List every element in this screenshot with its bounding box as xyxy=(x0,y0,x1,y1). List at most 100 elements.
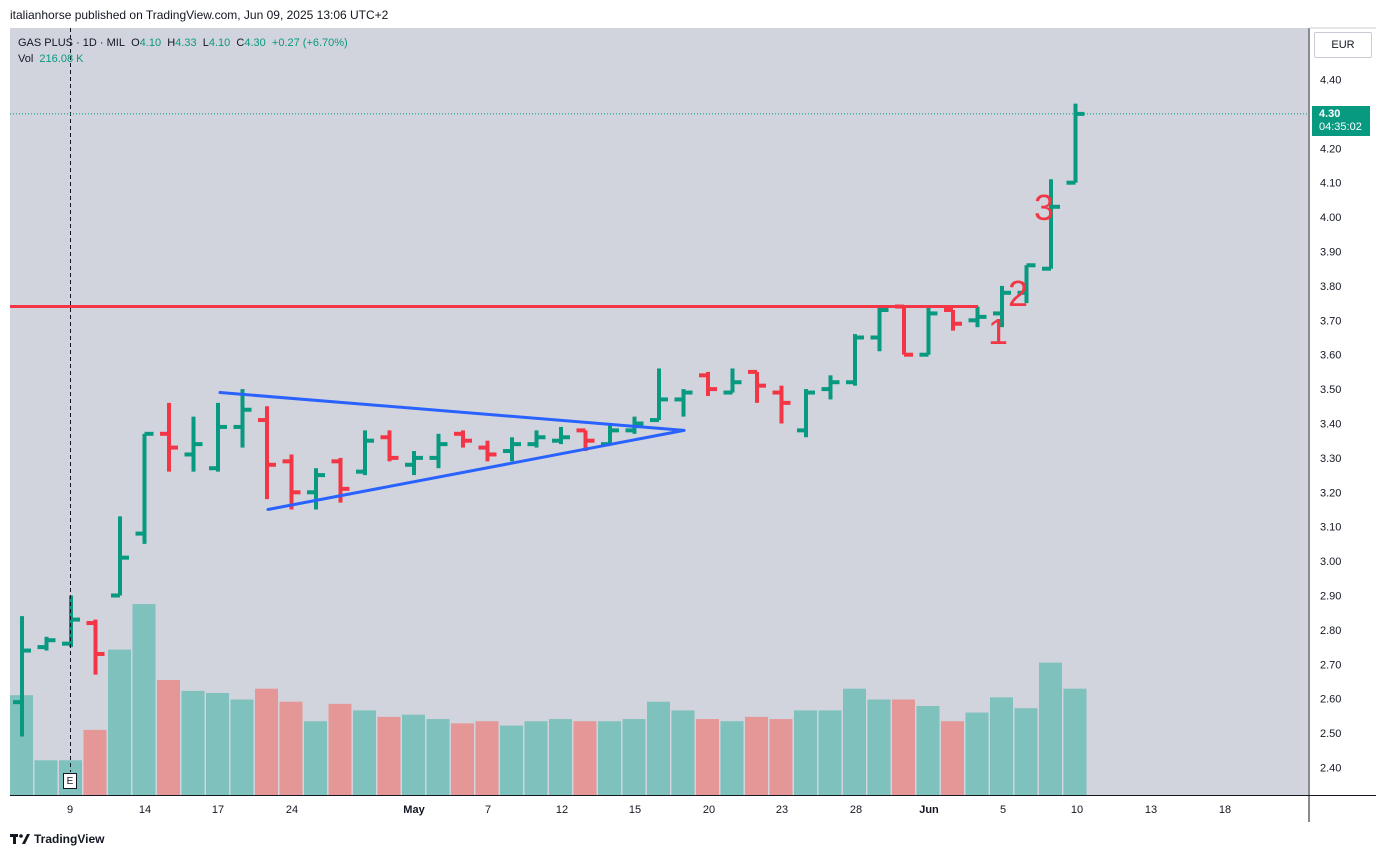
ohlc-bar[interactable] xyxy=(258,406,276,500)
volume-bar xyxy=(426,719,450,795)
x-tick-label: 10 xyxy=(1071,804,1083,816)
ohlc-bar[interactable] xyxy=(135,431,154,544)
ohlc-bar[interactable] xyxy=(723,368,742,395)
ohlc-bar[interactable] xyxy=(184,416,203,472)
volume-bar xyxy=(475,721,499,795)
triangle-upper-line[interactable] xyxy=(218,391,686,432)
volume-bar xyxy=(720,721,744,795)
volume-bar xyxy=(598,721,621,795)
ohlc-bar[interactable] xyxy=(282,454,301,510)
volume-bar xyxy=(965,712,989,795)
footer-brand[interactable]: TradingView xyxy=(10,832,104,846)
y-tick-label: 3.90 xyxy=(1320,247,1341,259)
volume-bar xyxy=(745,716,768,795)
ohlc-bar[interactable] xyxy=(748,369,766,403)
ohlc-bar[interactable] xyxy=(576,428,595,452)
wave-label-2[interactable]: 2 xyxy=(1008,273,1028,314)
x-tick-label: 28 xyxy=(850,804,862,816)
ohlc-bar[interactable] xyxy=(772,385,791,424)
ohlc-bar[interactable] xyxy=(356,430,374,476)
ohlc-bar[interactable] xyxy=(821,375,840,400)
wave-label-3[interactable]: 3 xyxy=(1034,187,1054,228)
x-tick-label: 9 xyxy=(67,804,73,816)
ohlc-bar[interactable] xyxy=(209,402,227,472)
ohlc-bar[interactable] xyxy=(454,430,472,448)
triangle-lower-line[interactable] xyxy=(266,428,686,511)
volume-bar xyxy=(279,701,303,795)
legend-open: 4.10 xyxy=(139,37,162,49)
ohlc-bar[interactable] xyxy=(1017,263,1036,304)
legend-high-label: H xyxy=(167,37,176,49)
y-tick-label: 2.50 xyxy=(1320,728,1341,740)
volume-bar xyxy=(132,604,156,795)
legend-low-label: L xyxy=(202,37,209,49)
legend-volume: 216.08 K xyxy=(39,53,84,65)
y-tick-label: 3.10 xyxy=(1320,522,1341,534)
wave-label-1[interactable]: 1 xyxy=(988,311,1008,352)
volume-bars xyxy=(10,604,1087,795)
legend-high: 4.33 xyxy=(175,37,197,49)
ohlc-bar[interactable] xyxy=(699,371,717,396)
volume-bar xyxy=(769,719,793,795)
ohlc-bar[interactable] xyxy=(674,389,693,417)
y-tick-label: 4.20 xyxy=(1320,143,1341,155)
x-axis-ticks: 9 14 17 24 May 7 12 15 20 23 28 Jun 5 10 13 18 xyxy=(67,804,1231,816)
ohlc-bar[interactable] xyxy=(111,516,129,598)
ohlc-bar[interactable] xyxy=(13,616,31,737)
volume-bar xyxy=(794,710,817,795)
ohlc-bar[interactable] xyxy=(797,389,815,438)
ohlc-bar[interactable] xyxy=(993,285,1011,328)
ohlc-bar[interactable] xyxy=(552,426,570,445)
volume-bar xyxy=(255,688,278,795)
y-tick-label: 3.70 xyxy=(1320,315,1341,327)
y-tick-label: 2.60 xyxy=(1320,694,1341,706)
footer-brand-text: TradingView xyxy=(34,832,105,846)
tradingview-logo-icon xyxy=(10,834,30,844)
y-tick-label: 2.80 xyxy=(1320,625,1341,637)
y-axis-ticks: 4.40 4.30 4.20 4.10 4.00 3.90 3.80 3.70 3.60 3.50… xyxy=(1320,75,1341,775)
ohlc-bar[interactable] xyxy=(37,636,56,651)
ohlc-bar[interactable] xyxy=(405,451,423,476)
ohlc-bar[interactable] xyxy=(503,437,521,462)
ohlc-bar[interactable] xyxy=(478,440,497,462)
earnings-marker[interactable]: E xyxy=(63,773,77,789)
currency-selector[interactable]: EUR xyxy=(1314,32,1372,58)
y-tick-label: 3.30 xyxy=(1320,453,1341,465)
ohlc-bar[interactable] xyxy=(870,306,889,352)
ohlc-bar[interactable] xyxy=(429,433,448,469)
ohlc-bar[interactable] xyxy=(233,389,252,448)
volume-bar xyxy=(696,719,719,795)
x-tick-label: 7 xyxy=(485,804,491,816)
ohlc-bar[interactable] xyxy=(1042,179,1060,271)
last-price-label: 4.30 04:35:02 xyxy=(1312,106,1370,136)
ohlc-bar[interactable] xyxy=(919,306,938,357)
ohlc-bar[interactable] xyxy=(160,402,178,472)
ohlc-bar[interactable] xyxy=(307,468,325,510)
volume-bar xyxy=(500,725,523,795)
ohlc-bar[interactable] xyxy=(650,368,668,423)
ohlc-bar[interactable] xyxy=(527,430,546,448)
volume-bar xyxy=(181,690,205,795)
x-tick-label: 20 xyxy=(703,804,715,816)
ohlc-bar[interactable] xyxy=(86,619,105,675)
legend-volume-label[interactable]: Vol xyxy=(18,53,34,65)
x-tick-label: 14 xyxy=(139,804,151,816)
volume-bar xyxy=(549,719,572,795)
volume-bar xyxy=(941,721,964,795)
ohlc-bar[interactable] xyxy=(968,306,987,328)
ohlc-bar[interactable] xyxy=(380,430,399,462)
volume-bar xyxy=(230,699,254,795)
ohlc-bar[interactable] xyxy=(846,334,864,386)
ohlc-bar[interactable] xyxy=(1066,103,1085,185)
y-tick-label: 3.50 xyxy=(1320,384,1341,396)
y-tick-label: 3.40 xyxy=(1320,419,1341,431)
legend-symbol[interactable]: GAS PLUS · 1D · MIL xyxy=(18,37,125,49)
wave-annotations: 12 3 xyxy=(988,187,1054,352)
y-tick-label: 4.00 xyxy=(1320,212,1341,224)
volume-bar xyxy=(34,760,58,795)
volume-bar xyxy=(916,706,940,795)
volume-bar xyxy=(818,710,842,795)
x-tick-label: 18 xyxy=(1219,804,1231,816)
ohlc-bar[interactable] xyxy=(944,307,962,331)
